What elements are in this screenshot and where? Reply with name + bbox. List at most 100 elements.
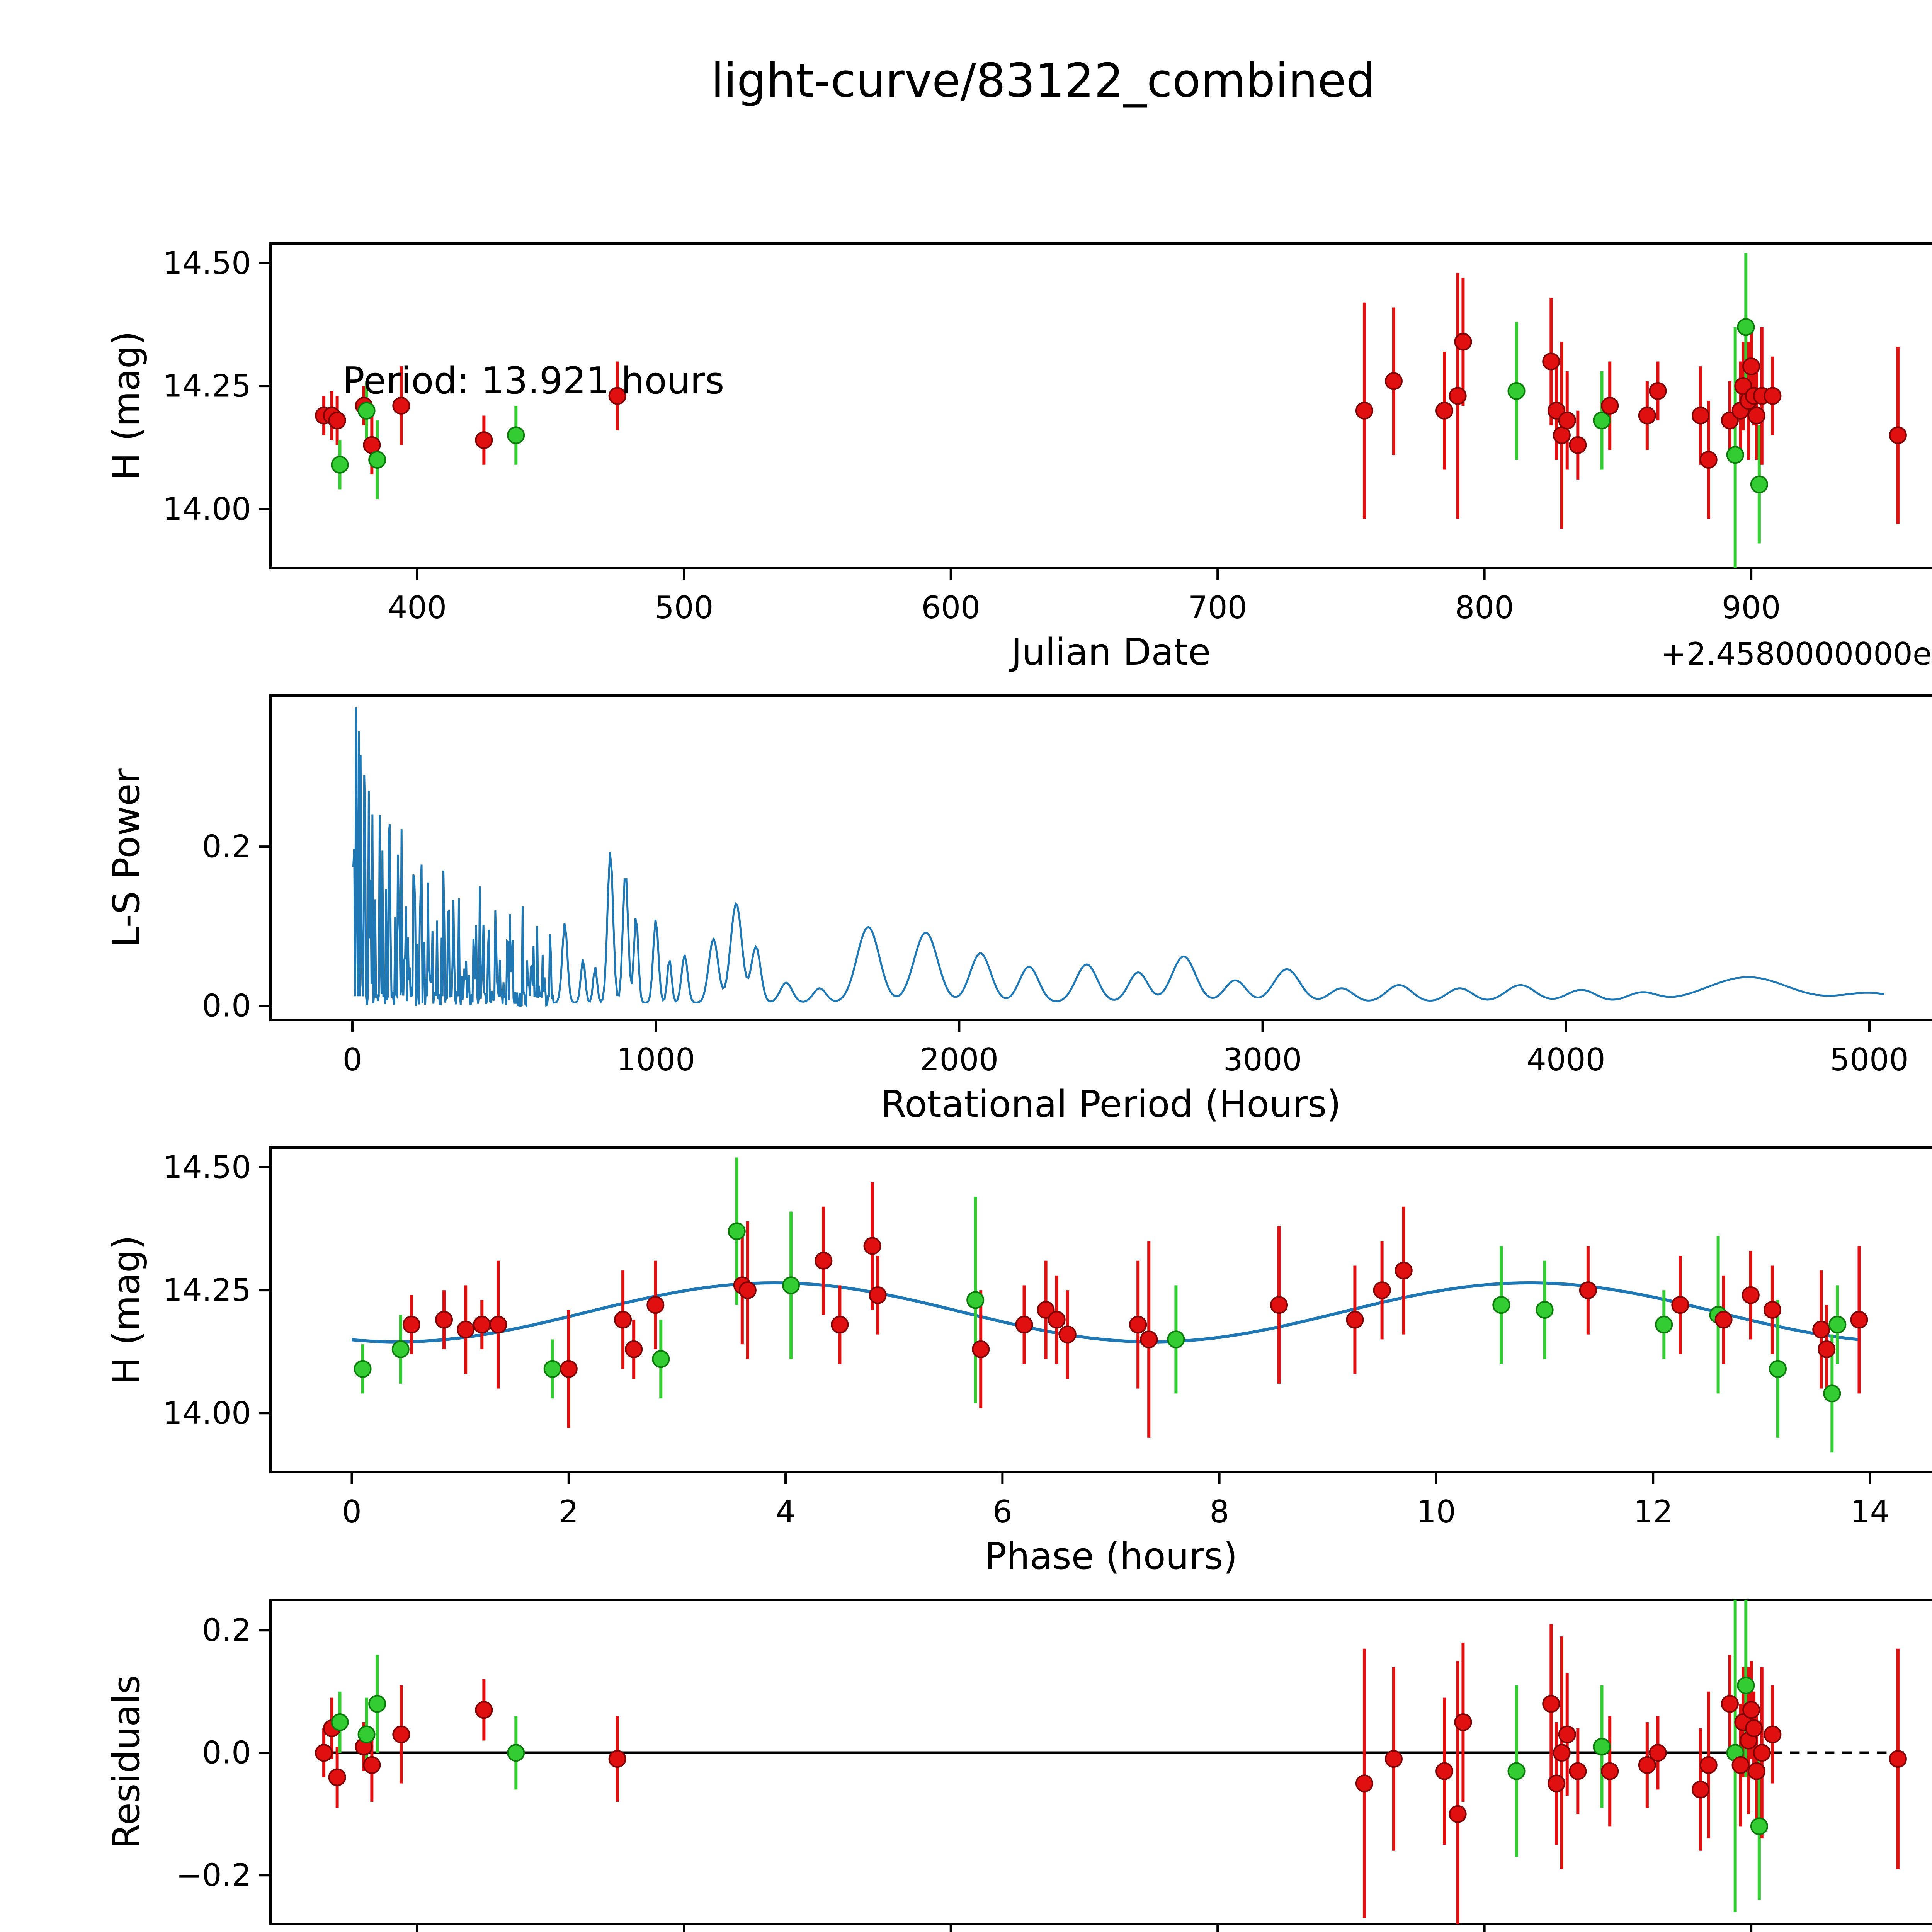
y-axis: 0.0 0.2 L-S Power bbox=[105, 768, 270, 1024]
y-tick-label: 0.0 bbox=[202, 1735, 251, 1771]
point-marker bbox=[402, 1316, 420, 1334]
point-marker bbox=[1823, 1384, 1841, 1403]
point-marker bbox=[646, 1296, 665, 1314]
point-marker bbox=[354, 1360, 372, 1378]
point-marker bbox=[1812, 1320, 1830, 1338]
point-marker bbox=[1548, 1774, 1566, 1793]
point-marker bbox=[475, 431, 493, 449]
point-marker bbox=[1889, 426, 1907, 444]
point-marker bbox=[1395, 1262, 1413, 1280]
data-points bbox=[315, 253, 1907, 568]
point-marker bbox=[1346, 1311, 1364, 1329]
point-marker bbox=[1763, 1301, 1781, 1319]
point-marker bbox=[863, 1237, 881, 1255]
point-marker bbox=[392, 397, 410, 415]
point-marker bbox=[1764, 387, 1782, 405]
point-marker bbox=[1015, 1316, 1033, 1334]
y-tick-label: 0.2 bbox=[202, 829, 251, 865]
x-axis: 0 2 4 6 8 10 12 14 Phase (hours) bbox=[342, 1472, 1889, 1578]
point-marker bbox=[560, 1360, 578, 1378]
point-marker bbox=[1435, 1762, 1454, 1780]
point-marker bbox=[1850, 1311, 1868, 1329]
axes-frame bbox=[269, 242, 1932, 569]
point-marker bbox=[738, 1281, 757, 1299]
axes-frame bbox=[269, 1146, 1932, 1473]
y-axis-label: H (mag) bbox=[105, 331, 148, 481]
y-tick-label: 14.50 bbox=[163, 245, 251, 281]
point-marker bbox=[368, 451, 386, 469]
x-axis: 0 1000 2000 3000 4000 5000 Rotational Period (… bbox=[343, 1020, 1909, 1126]
point-marker bbox=[1449, 387, 1467, 405]
x-tick-label: 600 bbox=[921, 590, 980, 626]
x-axis-label: Rotational Period (Hours) bbox=[881, 1083, 1341, 1126]
point-marker bbox=[1737, 318, 1755, 336]
panel-light-curve: 400 500 600 700 800 900 Julian Date +2.45800000… bbox=[105, 242, 1932, 673]
y-tick-label: 0.2 bbox=[202, 1612, 251, 1648]
point-marker bbox=[1726, 446, 1744, 464]
point-marker bbox=[1649, 1744, 1667, 1762]
plot-data bbox=[315, 1600, 1907, 1924]
fit-line bbox=[352, 1281, 1859, 1344]
point-marker bbox=[1553, 426, 1571, 444]
point-marker bbox=[1435, 401, 1454, 420]
panel-phase-curve: 0 2 4 6 8 10 12 14 Phase (hours) 14.00 14.25 14.50 H… bbox=[105, 1146, 1932, 1578]
point-marker bbox=[1601, 1762, 1619, 1780]
point-marker bbox=[1714, 1311, 1733, 1329]
point-marker bbox=[869, 1286, 887, 1304]
point-marker bbox=[1492, 1296, 1510, 1314]
x-tick-label: 6 bbox=[993, 1494, 1012, 1530]
x-axis-offset-label: +2.4580000000e6 bbox=[1661, 636, 1932, 672]
point-marker bbox=[1373, 1281, 1391, 1299]
y-tick-label: 14.50 bbox=[163, 1149, 251, 1185]
x-tick-label: 2 bbox=[559, 1494, 578, 1530]
x-tick-label: 4000 bbox=[1527, 1042, 1605, 1078]
periodogram-line bbox=[352, 707, 1884, 1009]
point-marker bbox=[1355, 1774, 1373, 1793]
point-marker bbox=[972, 1340, 990, 1358]
point-marker bbox=[815, 1252, 833, 1270]
point-marker bbox=[1699, 451, 1718, 469]
point-marker bbox=[1037, 1301, 1055, 1319]
axes-frame bbox=[269, 694, 1932, 1021]
point-marker bbox=[331, 456, 349, 474]
x-tick-label: 500 bbox=[655, 590, 714, 626]
y-axis: 14.00 14.25 14.50 H (mag) bbox=[105, 245, 270, 527]
point-marker bbox=[831, 1316, 849, 1334]
point-marker bbox=[1655, 1316, 1673, 1334]
y-tick-label: 14.25 bbox=[163, 1272, 251, 1308]
point-marker bbox=[357, 1725, 376, 1743]
point-marker bbox=[1671, 1296, 1689, 1314]
point-marker bbox=[363, 1756, 381, 1774]
x-tick-label: 400 bbox=[388, 590, 447, 626]
point-marker bbox=[1553, 1744, 1571, 1762]
y-tick-label: 14.00 bbox=[163, 1395, 251, 1431]
y-tick-label: 0.0 bbox=[202, 988, 251, 1024]
x-tick-label: 5000 bbox=[1830, 1042, 1909, 1078]
point-marker bbox=[1721, 1695, 1739, 1713]
point-marker bbox=[357, 401, 376, 420]
figure-title: light-curve/83122_combined bbox=[711, 54, 1375, 108]
point-marker bbox=[1454, 333, 1472, 351]
point-marker bbox=[614, 1311, 632, 1329]
point-marker bbox=[1750, 1817, 1768, 1835]
point-marker bbox=[1745, 1719, 1763, 1737]
x-tick-label: 900 bbox=[1722, 590, 1781, 626]
point-marker bbox=[1536, 1301, 1554, 1319]
y-axis-label: L-S Power bbox=[105, 768, 148, 947]
point-marker bbox=[1569, 1762, 1587, 1780]
data-points bbox=[354, 1157, 1868, 1453]
x-tick-label: 4 bbox=[776, 1494, 796, 1530]
x-tick-label: 1000 bbox=[616, 1042, 695, 1078]
point-marker bbox=[1764, 1725, 1782, 1743]
point-marker bbox=[1140, 1330, 1158, 1349]
point-marker bbox=[392, 1725, 410, 1743]
point-marker bbox=[473, 1316, 491, 1334]
point-marker bbox=[1129, 1316, 1147, 1334]
point-marker bbox=[1449, 1805, 1467, 1823]
panel-periodogram: 0 1000 2000 3000 4000 5000 Rotational Period (… bbox=[105, 694, 1932, 1126]
point-marker bbox=[1593, 412, 1611, 430]
point-marker bbox=[1818, 1340, 1836, 1358]
